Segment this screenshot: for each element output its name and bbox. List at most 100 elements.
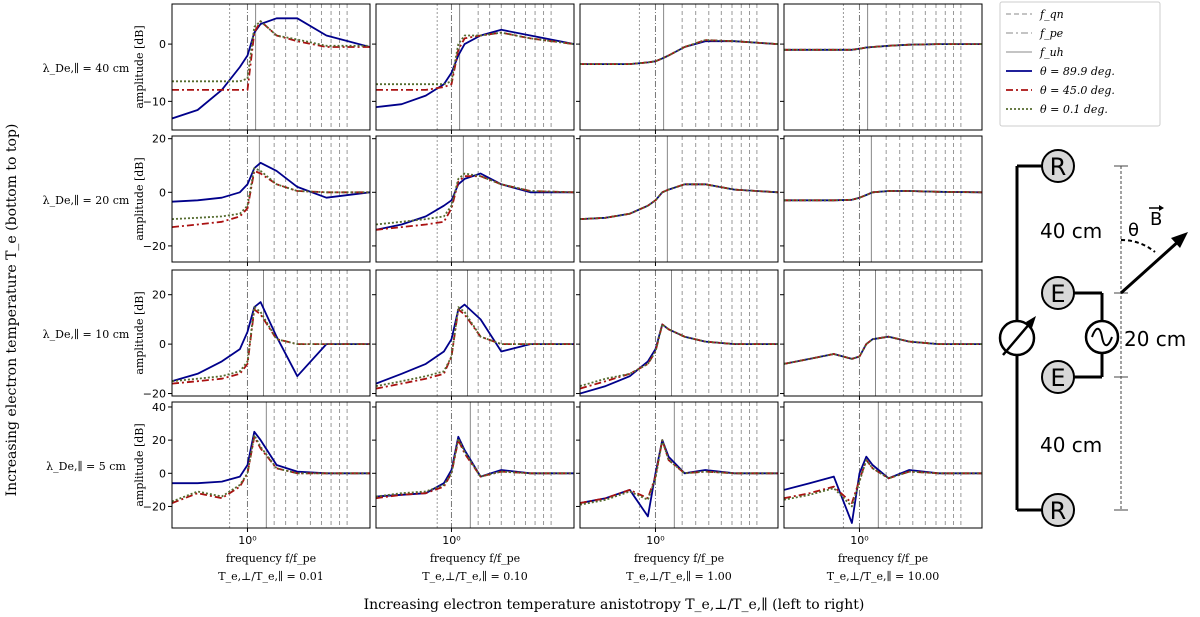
angle-label: θ bbox=[1128, 220, 1139, 241]
series-line bbox=[172, 20, 370, 91]
series-line bbox=[172, 435, 370, 504]
panel bbox=[780, 135, 983, 266]
column-ratio-label: T_e,⊥/T_e,∥ = 10.00 bbox=[827, 570, 940, 583]
panel: 10⁰ bbox=[576, 401, 779, 547]
b-field-vector-tip bbox=[1159, 205, 1164, 211]
b-field-arrowhead bbox=[1171, 232, 1188, 248]
series-line bbox=[784, 459, 982, 508]
panel: −10 0 bbox=[143, 3, 371, 134]
probe-e-bottom-label: E bbox=[1050, 364, 1065, 392]
panel-plot-area bbox=[376, 270, 574, 396]
series-line bbox=[376, 437, 574, 498]
panel-frame bbox=[171, 135, 371, 263]
panel-frame bbox=[783, 269, 983, 397]
panel-plot-area bbox=[784, 4, 982, 130]
panel bbox=[576, 135, 779, 266]
legend-label: f_uh bbox=[1039, 46, 1064, 59]
panel: −20 0 20 bbox=[143, 133, 371, 266]
y-tick-label: 0 bbox=[159, 338, 166, 351]
x-axis-label: frequency f/f_pe bbox=[838, 552, 928, 565]
y-axis-label: amplitude [dB] bbox=[133, 291, 146, 374]
meter-arrowhead bbox=[1026, 316, 1036, 328]
b-field-label: B bbox=[1150, 209, 1162, 230]
probe-r-bottom-label: R bbox=[1050, 497, 1067, 525]
series-line bbox=[376, 439, 574, 500]
panel-frame bbox=[579, 135, 779, 263]
probe-r-top bbox=[1041, 149, 1075, 183]
panel bbox=[372, 135, 575, 266]
panel bbox=[780, 3, 983, 134]
series-line bbox=[172, 434, 370, 503]
panel-frame bbox=[579, 401, 779, 529]
x-tick-label: 10⁰ bbox=[238, 534, 257, 547]
panel-frame bbox=[171, 269, 371, 397]
legend-label: f_qn bbox=[1039, 8, 1064, 21]
series-line bbox=[784, 335, 982, 365]
panel-plot-area bbox=[376, 402, 574, 528]
x-tick-label: 10⁰ bbox=[850, 534, 869, 547]
series-line bbox=[580, 439, 778, 504]
legend-label: f_pe bbox=[1039, 27, 1064, 40]
panel bbox=[576, 3, 779, 134]
panel-frame bbox=[783, 401, 983, 529]
panel-frame bbox=[783, 3, 983, 131]
panel bbox=[576, 269, 779, 400]
column-labels: frequency f/f_pe T_e,⊥/T_e,∥ = 0.01 freque… bbox=[218, 552, 939, 583]
y-tick-label: −20 bbox=[143, 240, 166, 253]
legend: f_qn f_pe f_uh θ = 89.9 deg. θ = 45.0 deg. θ … bbox=[999, 1, 1161, 127]
panel: −20 0 20 bbox=[143, 269, 371, 401]
series-line bbox=[580, 323, 778, 395]
column-ratio-label: T_e,⊥/T_e,∥ = 0.10 bbox=[422, 570, 528, 583]
y-tick-label: 20 bbox=[152, 434, 166, 447]
series-line bbox=[580, 40, 778, 65]
panel: 10⁰ bbox=[780, 401, 983, 547]
probe-e-top-label: E bbox=[1050, 280, 1065, 308]
probe-e-bottom bbox=[1041, 360, 1075, 394]
panel-grid: −10 0 −20 0 20 −20 0 20 −20 0 20 40 10⁰ 10⁰ 10⁰ 10⁰ bbox=[143, 3, 983, 547]
panel: 10⁰ bbox=[372, 401, 575, 547]
panel-plot-area bbox=[580, 270, 778, 396]
panel-plot-area bbox=[580, 402, 778, 528]
series-line bbox=[580, 439, 778, 506]
panel-frame bbox=[171, 401, 371, 529]
panel-frame bbox=[375, 401, 575, 529]
series-line bbox=[784, 190, 982, 202]
panel-plot-area bbox=[172, 136, 370, 262]
row-label: λ_De,∥ = 5 cm bbox=[46, 460, 126, 473]
series-line bbox=[376, 306, 574, 387]
panel-plot-area bbox=[784, 136, 982, 262]
legend-frame bbox=[999, 1, 1161, 127]
distance-top-label: 40 cm bbox=[1040, 219, 1102, 243]
series-line bbox=[172, 17, 370, 120]
bottom-axis-label: Increasing electron temperature anistotr… bbox=[364, 597, 865, 613]
row-label: λ_De,∥ = 20 cm bbox=[43, 194, 130, 207]
x-axis-label: frequency f/f_pe bbox=[634, 552, 724, 565]
y-tick-label: 40 bbox=[152, 401, 166, 414]
left-axis-label: Increasing electron temperature T_e (bot… bbox=[4, 124, 20, 497]
panel-plot-area bbox=[580, 4, 778, 130]
series-line bbox=[784, 43, 982, 51]
series-line bbox=[376, 308, 574, 390]
column-ratio-label: T_e,⊥/T_e,∥ = 0.01 bbox=[218, 570, 324, 583]
panel-frame bbox=[579, 3, 779, 131]
distance-bottom-label: 40 cm bbox=[1040, 433, 1102, 457]
y-tick-label: 20 bbox=[152, 133, 166, 146]
probe-r-top-label: R bbox=[1050, 153, 1067, 181]
panel bbox=[780, 269, 983, 400]
series-line bbox=[376, 435, 574, 498]
legend-label: θ = 45.0 deg. bbox=[1040, 84, 1115, 97]
x-axis-label: frequency f/f_pe bbox=[226, 552, 316, 565]
series-line bbox=[580, 39, 778, 65]
series-line bbox=[376, 31, 574, 91]
series-line bbox=[580, 323, 778, 390]
series-line bbox=[172, 430, 370, 485]
y-tick-label: 0 bbox=[159, 186, 166, 199]
y-tick-label: 20 bbox=[152, 289, 166, 302]
x-axis-label: frequency f/f_pe bbox=[430, 552, 520, 565]
panel-frame bbox=[171, 3, 371, 131]
series-line bbox=[376, 28, 574, 108]
series-line bbox=[580, 183, 778, 220]
series-line bbox=[580, 323, 778, 387]
panel-plot-area bbox=[172, 402, 370, 528]
panel bbox=[372, 3, 575, 134]
